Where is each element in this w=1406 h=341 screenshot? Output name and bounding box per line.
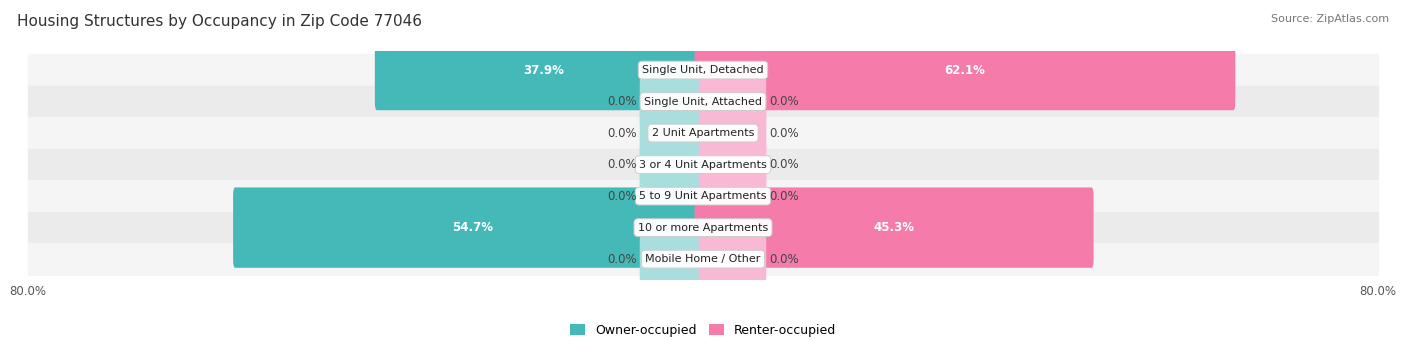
Text: 45.3%: 45.3% <box>873 221 914 234</box>
Text: 0.0%: 0.0% <box>769 127 799 139</box>
Text: 0.0%: 0.0% <box>769 190 799 203</box>
Text: Single Unit, Attached: Single Unit, Attached <box>644 97 762 107</box>
FancyBboxPatch shape <box>640 77 707 126</box>
FancyBboxPatch shape <box>699 109 766 158</box>
Bar <box>28 117 1378 149</box>
Text: Single Unit, Detached: Single Unit, Detached <box>643 65 763 75</box>
FancyBboxPatch shape <box>640 109 707 158</box>
Bar <box>28 243 1378 275</box>
Text: 2 Unit Apartments: 2 Unit Apartments <box>652 128 754 138</box>
Text: Source: ZipAtlas.com: Source: ZipAtlas.com <box>1271 14 1389 24</box>
FancyBboxPatch shape <box>695 30 1236 110</box>
FancyBboxPatch shape <box>640 172 707 221</box>
Legend: Owner-occupied, Renter-occupied: Owner-occupied, Renter-occupied <box>565 319 841 341</box>
FancyBboxPatch shape <box>640 140 707 189</box>
Text: 0.0%: 0.0% <box>607 158 637 171</box>
FancyBboxPatch shape <box>375 30 711 110</box>
FancyBboxPatch shape <box>699 140 766 189</box>
Bar <box>28 212 1378 243</box>
Bar <box>28 149 1378 180</box>
FancyBboxPatch shape <box>699 77 766 126</box>
Text: 0.0%: 0.0% <box>769 158 799 171</box>
FancyBboxPatch shape <box>699 235 766 284</box>
FancyBboxPatch shape <box>640 235 707 284</box>
FancyBboxPatch shape <box>699 172 766 221</box>
Text: 0.0%: 0.0% <box>607 190 637 203</box>
Text: Housing Structures by Occupancy in Zip Code 77046: Housing Structures by Occupancy in Zip C… <box>17 14 422 29</box>
Bar <box>28 180 1378 212</box>
Text: 0.0%: 0.0% <box>769 253 799 266</box>
Text: 0.0%: 0.0% <box>607 253 637 266</box>
Text: 0.0%: 0.0% <box>607 127 637 139</box>
Text: Mobile Home / Other: Mobile Home / Other <box>645 254 761 264</box>
Text: 0.0%: 0.0% <box>769 95 799 108</box>
Text: 10 or more Apartments: 10 or more Apartments <box>638 223 768 233</box>
Text: 62.1%: 62.1% <box>945 63 986 77</box>
Text: 0.0%: 0.0% <box>607 95 637 108</box>
Bar <box>28 86 1378 117</box>
Bar <box>28 54 1378 86</box>
Text: 37.9%: 37.9% <box>523 63 564 77</box>
Text: 5 to 9 Unit Apartments: 5 to 9 Unit Apartments <box>640 191 766 201</box>
FancyBboxPatch shape <box>233 188 711 268</box>
Text: 3 or 4 Unit Apartments: 3 or 4 Unit Apartments <box>640 160 766 169</box>
FancyBboxPatch shape <box>695 188 1094 268</box>
Text: 54.7%: 54.7% <box>451 221 492 234</box>
